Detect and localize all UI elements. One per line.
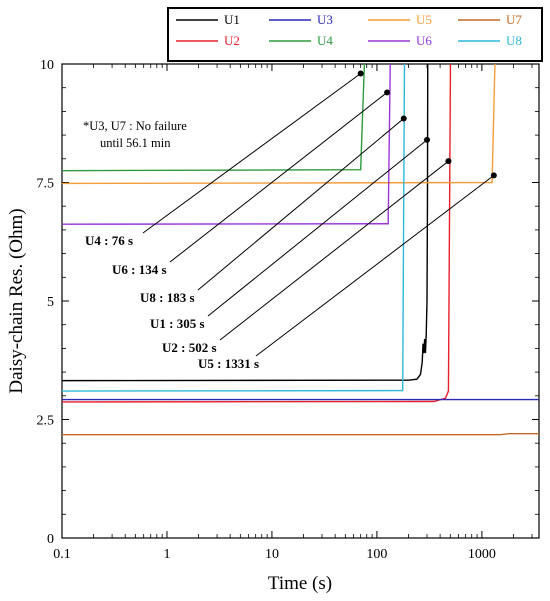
annotation-leader xyxy=(142,73,361,234)
annotation-leader xyxy=(197,118,405,291)
x-axis-title: Time (s) xyxy=(268,573,332,594)
series-line-u2 xyxy=(62,64,452,403)
legend-label-u5: U5 xyxy=(416,12,432,27)
legend-label-u2: U2 xyxy=(224,33,240,48)
annotation-dot xyxy=(400,115,407,122)
y-tick-label: 0 xyxy=(47,532,54,547)
annotation-dot xyxy=(445,158,452,165)
x-tick-label: 100 xyxy=(366,547,387,562)
annotation-dot xyxy=(357,70,364,77)
series-line-u5 xyxy=(62,64,496,185)
series-line-u1 xyxy=(62,64,429,382)
series-line-u7 xyxy=(62,433,539,436)
legend-label-u3: U3 xyxy=(317,12,333,27)
annotation-layer: U4 : 76 s U6 : 134 s U8 : 183 s U1 : 305 s U… xyxy=(85,70,497,371)
annotation-leader xyxy=(255,174,495,357)
note-line-2: until 56.1 min xyxy=(100,136,171,150)
annotation-leader xyxy=(219,160,449,341)
series-line-u8 xyxy=(62,64,406,392)
legend-label-u7: U7 xyxy=(506,12,522,27)
series-layer xyxy=(62,64,539,436)
legend-label-u8: U8 xyxy=(506,33,522,48)
annotation-dot xyxy=(490,172,497,179)
annotation-leader xyxy=(207,139,428,317)
y-tick-label: 7.5 xyxy=(37,177,55,192)
annotation-label: U1 : 305 s xyxy=(150,316,205,331)
legend-box xyxy=(167,7,543,62)
x-tick-label: 1 xyxy=(163,547,170,562)
y-tick-label: 2.5 xyxy=(37,414,55,429)
note-line-1: *U3, U7 : No failure xyxy=(83,119,187,133)
legend-label-u1: U1 xyxy=(224,12,240,27)
y-axis-title: Daisy-chain Res. (Ohm) xyxy=(6,208,27,393)
legend: U1 U3 U5 U7 U2 U4 U6 U8 xyxy=(167,7,543,62)
y-tick-label: 5 xyxy=(47,295,54,310)
axis-ticks: 0.1 1 10 100 1000 0 2.5 5 7.5 10 xyxy=(37,58,539,562)
annotation-label: U4 : 76 s xyxy=(85,233,133,248)
annotation-dot xyxy=(384,89,391,96)
annotation-label: U5 : 1331 s xyxy=(198,356,259,371)
x-tick-label: 1000 xyxy=(468,547,496,562)
annotation-label: U8 : 183 s xyxy=(140,290,195,305)
y-tick-label: 10 xyxy=(40,58,54,73)
x-tick-label: 10 xyxy=(265,547,279,562)
annotation-label: U2 : 502 s xyxy=(162,340,217,355)
annotation-label: U6 : 134 s xyxy=(112,262,167,277)
legend-label-u4: U4 xyxy=(317,33,333,48)
annotation-dot xyxy=(424,136,431,143)
series-line-u4 xyxy=(62,64,366,172)
legend-label-u6: U6 xyxy=(416,33,432,48)
series-line-u6 xyxy=(62,64,391,225)
x-tick-label: 0.1 xyxy=(53,547,71,562)
annotation-leader xyxy=(169,92,388,263)
